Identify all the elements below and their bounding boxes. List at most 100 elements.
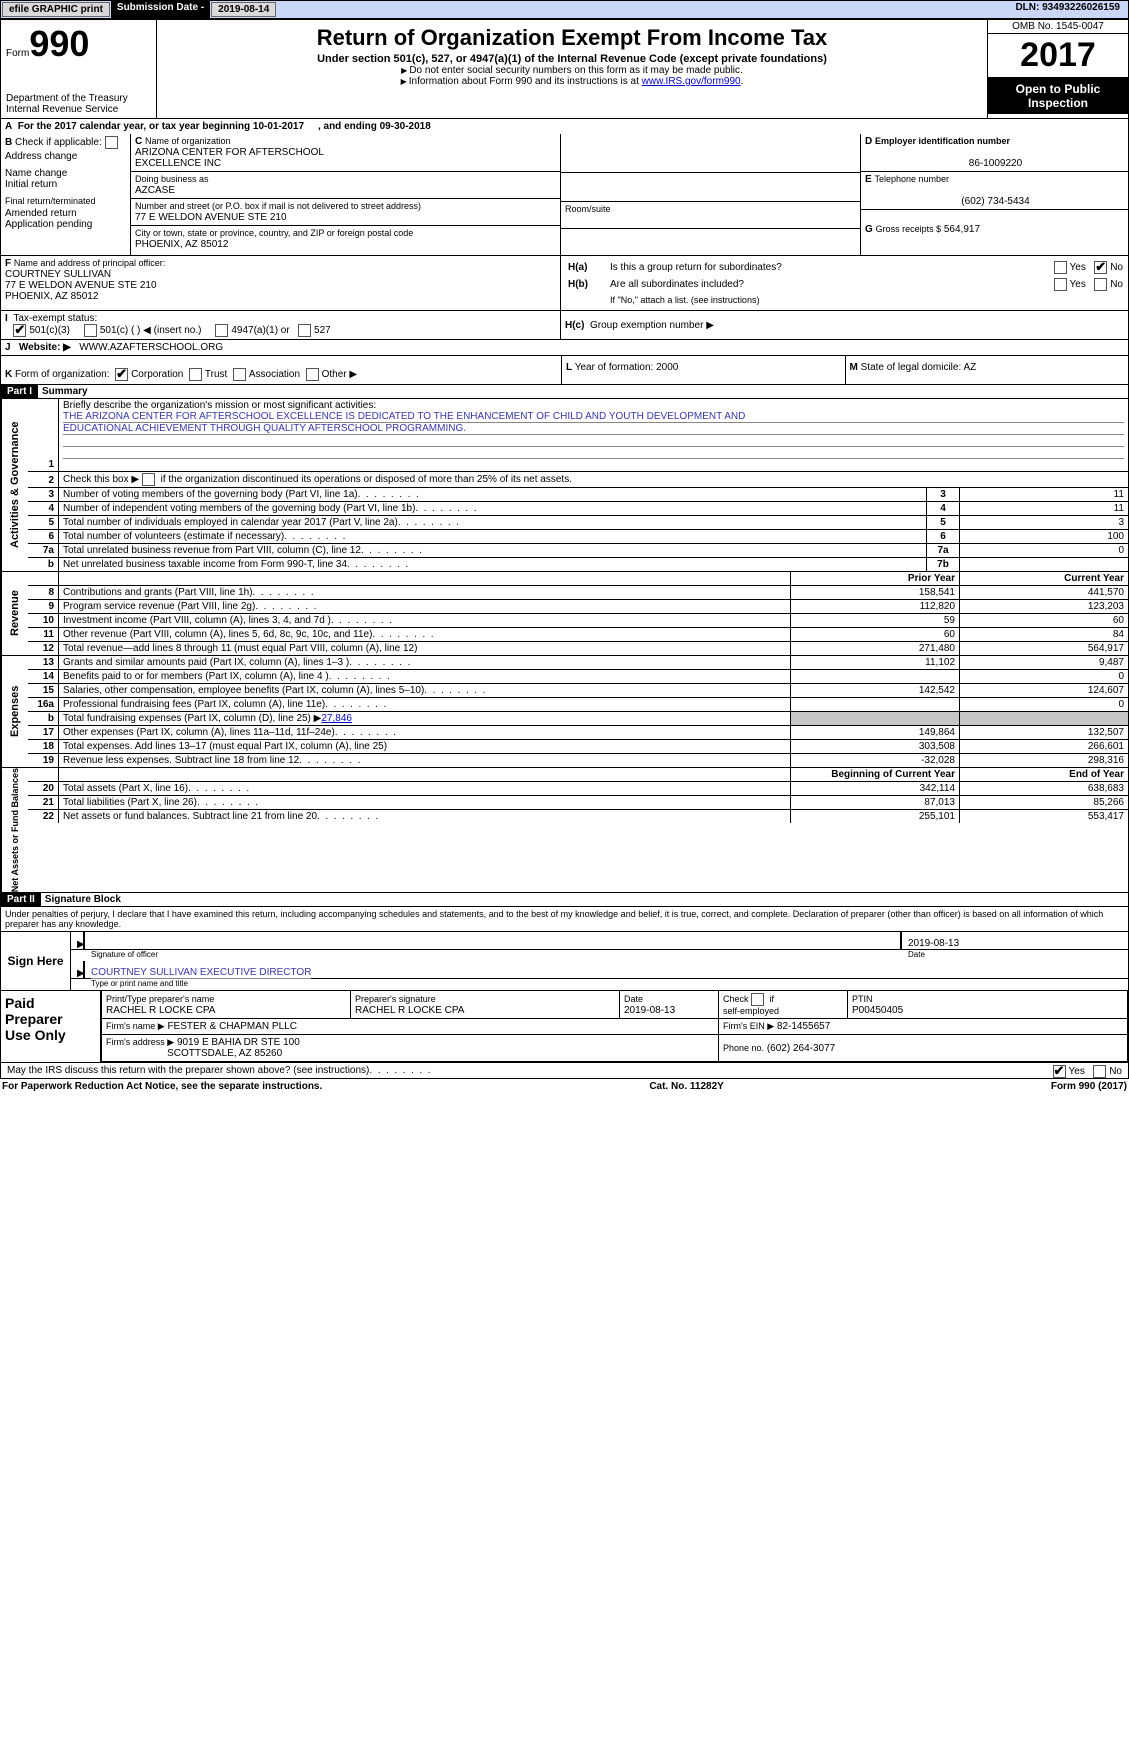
- irs-yes-checkbox[interactable]: [1053, 1065, 1066, 1078]
- 501c-label: 501(c) ( ) ◀ (insert no.): [100, 325, 202, 336]
- assoc-checkbox[interactable]: [233, 368, 246, 381]
- firm-name-label: Firm's name ▶: [106, 1021, 165, 1031]
- ptin-label: PTIN: [852, 994, 873, 1004]
- prep-date: 2019-08-13: [624, 1005, 675, 1016]
- line-17-text: Other expenses (Part IX, column (A), lin…: [59, 726, 791, 740]
- submission-date-label: Submission Date -: [111, 1, 210, 18]
- 501c-checkbox[interactable]: [84, 324, 97, 337]
- ha-yes-checkbox[interactable]: [1054, 261, 1067, 274]
- cal-pre: For the 2017 calendar year, or tax year …: [18, 121, 253, 132]
- year-formation-value: 2000: [656, 362, 678, 373]
- net-assets-block: Net Assets or Fund Balances Beginning of…: [0, 768, 1129, 893]
- irs-no-checkbox[interactable]: [1093, 1065, 1106, 1078]
- line-16b-value: 27,846: [321, 713, 352, 724]
- part1-bar: Part I: [1, 385, 38, 398]
- line-3-value: 11: [960, 488, 1129, 502]
- line-13-current: 9,487: [960, 656, 1129, 670]
- hb-yes-checkbox[interactable]: [1054, 278, 1067, 291]
- city-label: City or town, state or province, country…: [135, 228, 413, 238]
- line-4-num: 4: [28, 502, 59, 516]
- gross-receipts-label: Gross receipts $: [876, 224, 942, 234]
- line-14-text: Benefits paid to or for members (Part IX…: [59, 670, 791, 684]
- hb-note: If "No," attach a list. (see instruction…: [609, 294, 1124, 306]
- line-5-key: 5: [927, 516, 960, 530]
- line-11-text: Other revenue (Part VIII, column (A), li…: [59, 628, 791, 642]
- form-header: Form990 Department of the Treasury Inter…: [0, 19, 1129, 119]
- form-990-label: Form: [1051, 1081, 1079, 1092]
- year-formation-label: Year of formation:: [575, 362, 654, 373]
- letter-l: L: [566, 362, 572, 373]
- corp-checkbox[interactable]: [115, 368, 128, 381]
- letter-e: E: [865, 174, 872, 185]
- line-3-text: Number of voting members of the governin…: [59, 488, 927, 502]
- signature-officer-label: Signature of officer: [71, 950, 888, 961]
- irs-discuss-row: May the IRS discuss this return with the…: [0, 1063, 1129, 1079]
- revenue-block: Revenue Prior YearCurrent Year 8Contribu…: [0, 572, 1129, 656]
- discontinued-checkbox[interactable]: [142, 473, 155, 486]
- line-7b-text: Net unrelated business taxable income fr…: [59, 558, 927, 572]
- form-number: 990: [29, 23, 89, 64]
- ha-no-checkbox[interactable]: [1094, 261, 1107, 274]
- vside-expenses: Expenses: [1, 656, 28, 767]
- line-7b-key: 7b: [927, 558, 960, 572]
- line-16a-text: Professional fundraising fees (Part IX, …: [59, 698, 791, 712]
- line-19-current: 298,316: [960, 754, 1129, 768]
- self-employed-checkbox[interactable]: [751, 993, 764, 1006]
- line-1-num: 1: [28, 399, 59, 472]
- line-16a-current: 0: [960, 698, 1129, 712]
- telephone-value: (602) 734-5434: [865, 196, 1126, 207]
- line-18-text: Total expenses. Add lines 13–17 (must eq…: [59, 740, 791, 754]
- firm-addr2: SCOTTSDALE, AZ 85260: [167, 1048, 282, 1059]
- check-if-applicable-label: Check if applicable:: [15, 137, 102, 148]
- line-9-num: 9: [28, 600, 59, 614]
- mission-text-1: THE ARIZONA CENTER FOR AFTERSCHOOL EXCEL…: [63, 411, 745, 422]
- line-4-key: 4: [927, 502, 960, 516]
- phone-label: Phone no.: [723, 1043, 764, 1053]
- line-6-num: 6: [28, 530, 59, 544]
- line-10-prior: 59: [791, 614, 960, 628]
- irs-link[interactable]: www.IRS.gov/form990: [642, 76, 741, 87]
- dept-irs: Internal Revenue Service: [6, 104, 151, 115]
- no-label: No: [1109, 1066, 1122, 1077]
- line-18-num: 18: [28, 740, 59, 754]
- yes-label: Yes: [1070, 262, 1086, 273]
- dba-label: Doing business as: [135, 174, 209, 184]
- form-word: Form: [6, 48, 29, 59]
- line-13-prior: 11,102: [791, 656, 960, 670]
- website-value: WWW.AZAFTERSCHOOL.ORG: [79, 342, 223, 353]
- beginning-year-header: Beginning of Current Year: [791, 768, 960, 782]
- hb-no-checkbox[interactable]: [1094, 278, 1107, 291]
- line-22-text: Net assets or fund balances. Subtract li…: [59, 810, 791, 824]
- line-12-num: 12: [28, 642, 59, 656]
- cal-start: 10-01-2017: [253, 121, 304, 132]
- current-year-header: Current Year: [960, 572, 1129, 586]
- line-16a-num: 16a: [28, 698, 59, 712]
- line-13-text: Grants and similar amounts paid (Part IX…: [59, 656, 791, 670]
- self-employed-text-a: Check: [723, 994, 751, 1004]
- line-6-value: 100: [960, 530, 1129, 544]
- expenses-block: Expenses 13Grants and similar amounts pa…: [0, 656, 1129, 768]
- address-change-label: Address change: [5, 151, 77, 162]
- letter-ha: H(a): [568, 262, 587, 273]
- line-12-current: 564,917: [960, 642, 1129, 656]
- checkbox-address-change-top[interactable]: [105, 136, 118, 149]
- cal-mid: , and ending: [318, 121, 380, 132]
- trust-checkbox[interactable]: [189, 368, 202, 381]
- line-19-text: Revenue less expenses. Subtract line 18 …: [59, 754, 791, 768]
- line-22-beginning: 255,101: [791, 810, 960, 824]
- efile-graphic-print-button[interactable]: efile GRAPHIC print: [2, 2, 110, 17]
- penalty-statement: Under penalties of perjury, I declare th…: [0, 907, 1129, 932]
- other-checkbox[interactable]: [306, 368, 319, 381]
- line-7a-key: 7a: [927, 544, 960, 558]
- 501c3-checkbox[interactable]: [13, 324, 26, 337]
- 4947-checkbox[interactable]: [215, 324, 228, 337]
- line-5-num: 5: [28, 516, 59, 530]
- phone-value: (602) 264-3077: [767, 1043, 835, 1054]
- 527-checkbox[interactable]: [298, 324, 311, 337]
- line-8-prior: 158,541: [791, 586, 960, 600]
- firm-addr-label: Firm's address ▶: [106, 1037, 174, 1047]
- line-11-current: 84: [960, 628, 1129, 642]
- line-14-current: 0: [960, 670, 1129, 684]
- topbar: efile GRAPHIC print Submission Date - 20…: [0, 0, 1129, 19]
- no-label: No: [1110, 279, 1123, 290]
